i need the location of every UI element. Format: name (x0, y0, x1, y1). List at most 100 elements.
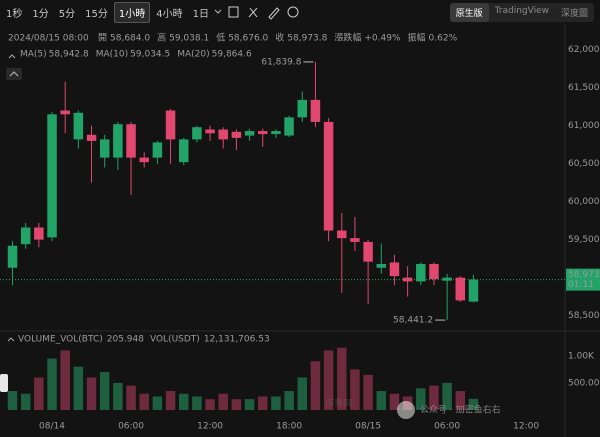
x-tick-label: 18:00 (276, 422, 302, 432)
volume-bar (73, 366, 84, 410)
candle-body (99, 139, 110, 158)
y-tick-label: 60,000.0 (568, 197, 600, 207)
interval-button[interactable]: 1日 (192, 8, 209, 20)
annotation-label: 61,839.8 (261, 57, 301, 67)
annotation-label: 58,441.2 (393, 316, 433, 326)
countdown-label: 01:11 (568, 280, 594, 290)
volume-bar (60, 350, 70, 410)
x-tick-label: 08/14 (39, 422, 65, 432)
interval-button[interactable]: 4小時 (156, 8, 183, 20)
expand-icon (9, 71, 19, 77)
volume-tick-label: 1.00K (568, 351, 595, 361)
volume-bar (139, 393, 149, 410)
volume-header-value: 205.948 (107, 335, 144, 345)
indicator-icon[interactable] (228, 6, 239, 18)
side-handle[interactable] (0, 374, 8, 392)
candle-body (113, 124, 123, 158)
volume-bar (297, 377, 307, 410)
volume-bar (126, 385, 136, 410)
candle-body (297, 99, 307, 118)
interval-button[interactable]: 1分 (32, 8, 49, 20)
collapse-icon (8, 54, 16, 59)
volume-bar (113, 382, 123, 410)
volume-bar (178, 393, 189, 410)
ohlc-label: 收 (275, 32, 284, 44)
volume-bar (20, 393, 31, 410)
x-tick-label: 12:00 (513, 422, 539, 432)
x-tick-label: 06:00 (434, 422, 460, 432)
draw-icon (248, 7, 258, 18)
volume-bar (468, 398, 479, 410)
view-button[interactable]: 深度圖 (560, 9, 588, 19)
interval-button[interactable]: 5分 (58, 8, 76, 20)
view-button[interactable]: 原生版 (449, 3, 489, 22)
volume-header-value: 12,131,706.53 (204, 335, 270, 345)
ma-label: MA(20) (177, 50, 209, 60)
candle-body (231, 131, 242, 138)
volume-collapse-icon (7, 337, 15, 342)
candle-body (416, 263, 426, 282)
watermark-logo: 币界网 (325, 399, 352, 410)
volume-bar (350, 369, 360, 410)
candle-body (178, 139, 189, 163)
candle-body (7, 245, 18, 268)
volume-bar (218, 393, 228, 410)
volume-bar (337, 347, 347, 410)
dropdown-icon (214, 9, 222, 14)
x-tick-label: 12:00 (197, 422, 223, 432)
volume-bar (323, 350, 334, 410)
candle-body (429, 263, 439, 280)
interval-button[interactable]: 1小時 (113, 1, 151, 23)
volume-bar (152, 396, 163, 410)
candle-body (337, 230, 347, 239)
volume-bar (310, 361, 321, 410)
candle-body (126, 124, 136, 158)
candle-body (350, 238, 360, 242)
volume-bar (231, 399, 242, 410)
settings-icon (287, 6, 299, 18)
volume-bar (34, 377, 44, 410)
view-button[interactable]: TradingView (494, 6, 549, 16)
interval-button[interactable]: 1秒 (6, 8, 23, 20)
expand-button[interactable] (6, 68, 22, 80)
y-tick-label: 59,500.0 (568, 235, 600, 245)
candle-body (34, 227, 44, 240)
y-tick-label: 58,500.0 (568, 311, 600, 321)
ohlc-value: 0.62% (429, 34, 458, 44)
candle-body (60, 110, 70, 115)
candle-body (363, 241, 373, 262)
volume-bar (389, 393, 400, 410)
ohlc-label: 低 (216, 32, 225, 44)
ma-label: MA(5) (20, 50, 47, 60)
candle-body (323, 121, 334, 231)
candle-body (376, 263, 387, 268)
volume-bar (271, 396, 281, 410)
candle-body (20, 227, 31, 245)
ma-value: 58,942.8 (49, 50, 89, 60)
toolbar: 1秒 1分 5分 15分 1小時 4小時 1日 原生版 TradingView 深度圖 (0, 0, 600, 24)
candle-body (152, 142, 163, 158)
watermark-icon (397, 401, 415, 419)
volume-bar (376, 391, 387, 410)
tool-icons (214, 6, 299, 20)
candle-body (139, 157, 149, 163)
candle-body (244, 131, 255, 136)
candle-body (258, 131, 268, 135)
y-tick-label: 61,000.0 (568, 121, 600, 131)
watermark-text: 公众号 · 加密鱼右右 (420, 404, 501, 416)
volume-bar (416, 388, 426, 410)
ohlc-label: 振幅 (408, 32, 426, 44)
ohlc-value: 58,684.0 (110, 34, 150, 44)
last-price-label: 58,973.8 (568, 270, 600, 280)
candle-body (402, 277, 413, 282)
volume-bar (205, 399, 215, 410)
volume-bar (258, 396, 268, 410)
volume-tick-label: 500.00 (568, 378, 600, 388)
ohlc-value: 59,038.1 (169, 34, 209, 44)
candle-body (205, 129, 215, 134)
ohlc-label: 漲跌幅 (334, 32, 361, 44)
interval-button[interactable]: 15分 (85, 8, 108, 20)
candle-body (192, 127, 202, 140)
ohlc-label: 高 (157, 32, 166, 44)
